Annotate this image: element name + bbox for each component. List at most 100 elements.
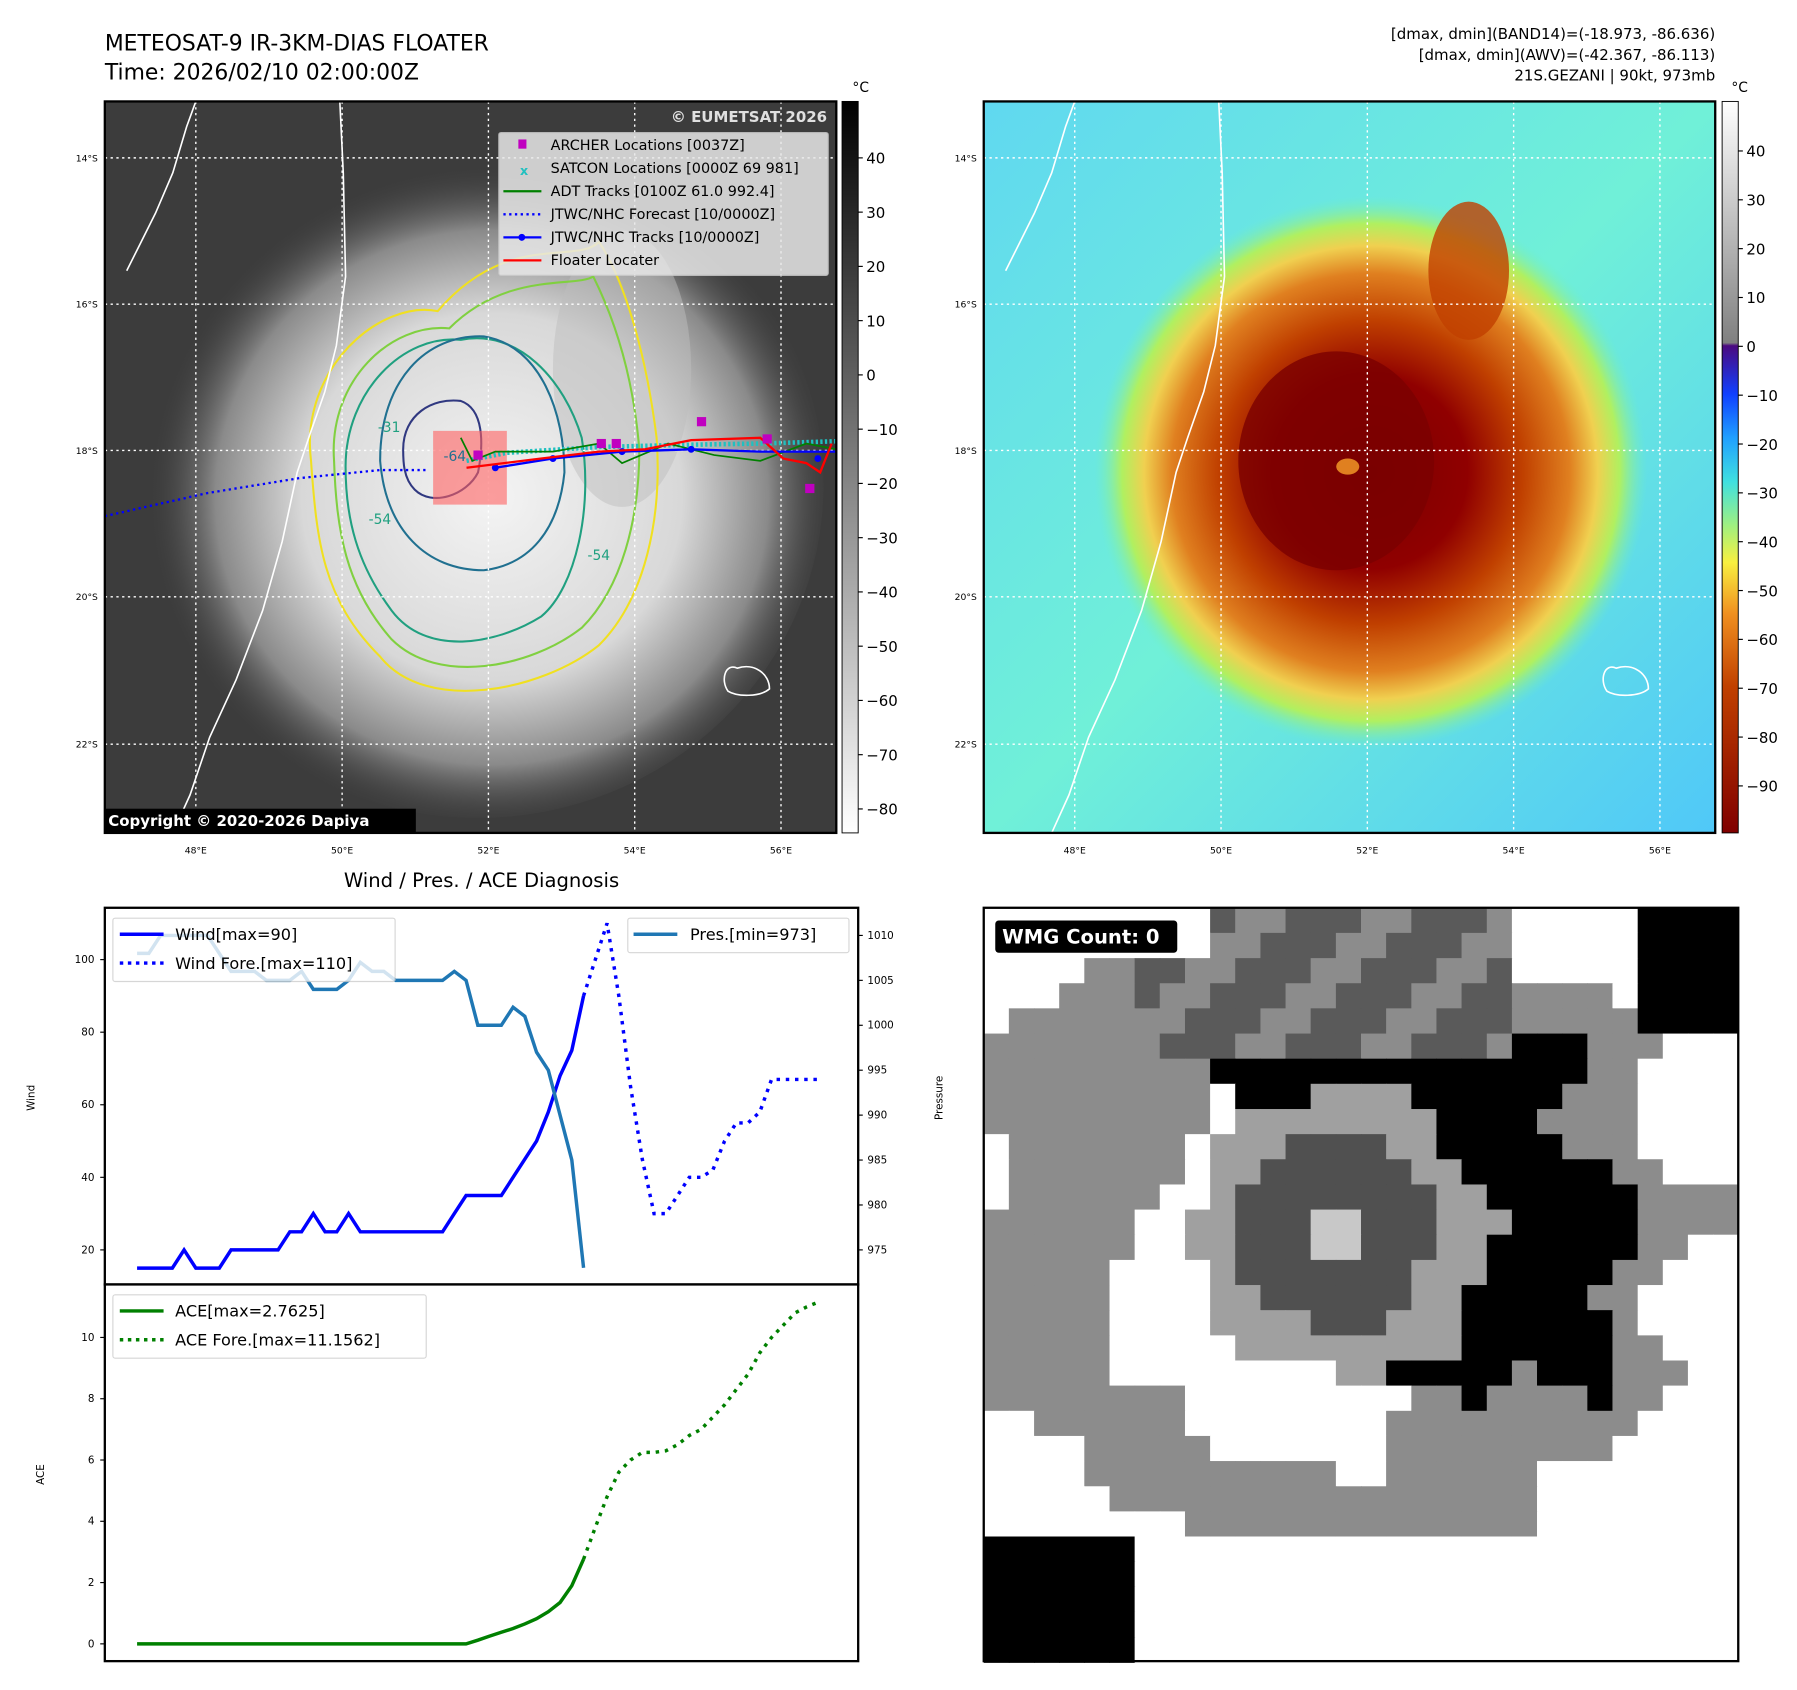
wmg-cell — [1486, 1285, 1513, 1311]
wmg-cell — [1612, 1310, 1639, 1336]
wmg-cell — [1285, 1637, 1312, 1663]
wmg-cell — [1084, 1410, 1110, 1437]
wmg-cell — [1184, 1611, 1211, 1638]
copyright: Copyright © 2020-2026 Dapiya — [108, 812, 369, 830]
wmg-cell — [1436, 1234, 1463, 1261]
wmg-cell — [1360, 1586, 1387, 1613]
awv-map — [983, 101, 1716, 833]
wmg-cell — [1436, 1435, 1463, 1462]
wmg-cell — [1310, 1511, 1337, 1538]
wmg-cell — [1034, 1435, 1060, 1462]
wmg-cell — [1285, 1360, 1312, 1387]
wmg-cell — [1210, 1335, 1236, 1362]
lat-label: 14°S — [76, 153, 98, 164]
wmg-cell — [1411, 1209, 1438, 1236]
wmg-cell — [1235, 1184, 1261, 1211]
wmg-cell — [1109, 1285, 1136, 1311]
wmg-cell — [1260, 983, 1287, 1009]
wmg-cell — [1486, 958, 1513, 984]
wmg-cell — [1210, 1083, 1236, 1110]
wmg-cell — [1260, 1335, 1287, 1362]
wmg-cell — [1109, 1435, 1136, 1462]
wmg-cell — [1486, 1410, 1513, 1437]
wmg-cell — [1687, 1134, 1714, 1160]
wmg-cell — [1059, 1083, 1085, 1110]
awv-colorbar-tick: −40 — [1746, 533, 1778, 551]
jtwc-track — [495, 448, 837, 469]
wmg-cell — [1637, 1083, 1664, 1110]
wmg-cell — [1713, 932, 1739, 959]
wmg-cell — [983, 1285, 1010, 1311]
wmg-cell — [1159, 1586, 1186, 1613]
wmg-cell — [1008, 1285, 1035, 1311]
wmg-cell — [1134, 1109, 1161, 1135]
wmg-cell — [1310, 1184, 1337, 1211]
wmg-cell — [1008, 1435, 1035, 1462]
awv-colorbar-tick: −90 — [1746, 778, 1778, 796]
wmg-cell — [1285, 1435, 1312, 1462]
wmg-cell — [1713, 1310, 1739, 1336]
wmg-cell — [1386, 1461, 1412, 1487]
wmg-cell — [1310, 907, 1337, 934]
wmg-cell — [1687, 1008, 1714, 1035]
wmg-cell — [1335, 1310, 1362, 1336]
wmg-cell — [1260, 1561, 1287, 1588]
wmg-cell — [1587, 983, 1614, 1009]
wmg-cell — [1084, 1234, 1110, 1261]
wmg-cell — [1109, 1008, 1136, 1035]
wmg-cell — [1411, 1461, 1438, 1487]
wmg-cell — [1386, 1410, 1412, 1437]
wmg-cell — [1537, 1259, 1563, 1286]
wmg-cell — [1461, 983, 1488, 1009]
wmg-cell — [1310, 1083, 1337, 1110]
wmg-cell — [1562, 1360, 1588, 1387]
wmg-cell — [1134, 1209, 1161, 1236]
wmg-cell — [1159, 1335, 1186, 1362]
wmg-cell — [1184, 1310, 1211, 1336]
wmg-cell — [1713, 1159, 1739, 1185]
wmg-cell — [1537, 1083, 1563, 1110]
wmg-cell — [1587, 1234, 1614, 1261]
wmg-cell — [1059, 1410, 1085, 1437]
wmg-cell — [1612, 1058, 1639, 1085]
wmg-cell — [1386, 1033, 1412, 1060]
wmg-cell — [1235, 1360, 1261, 1387]
wmg-cell — [1034, 1461, 1060, 1487]
wmg-cell — [1386, 1259, 1412, 1286]
wmg-cell — [1562, 1561, 1588, 1588]
wmg-cell — [1184, 1083, 1211, 1110]
ir-colorbar-tick: −20 — [866, 475, 898, 493]
wmg-cell — [1687, 1611, 1714, 1638]
stats-band14: [dmax, dmin](BAND14)=(-18.973, -86.636) — [1391, 25, 1715, 43]
wmg-cell — [1084, 1008, 1110, 1035]
wmg-cell — [1486, 1611, 1513, 1638]
wmg-cell — [1235, 932, 1261, 959]
wmg-cell — [1059, 1637, 1085, 1663]
wmg-cell — [1210, 1410, 1236, 1437]
wmg-cell — [983, 1410, 1010, 1437]
wmg-cell — [1260, 1259, 1287, 1286]
wmg-cell — [1662, 1083, 1689, 1110]
wmg-count: WMG Count: 0 — [1002, 925, 1159, 948]
wmg-cell — [1260, 932, 1287, 959]
wmg-cell — [1310, 1259, 1337, 1286]
wmg-cell — [1335, 1184, 1362, 1211]
wmg-cell — [1461, 1637, 1488, 1663]
wmg-cell — [1184, 1486, 1211, 1512]
wmg-cell — [1260, 1083, 1287, 1110]
wmg-cell — [1386, 1637, 1412, 1663]
lat-label: 22°S — [76, 740, 98, 751]
wmg-cell — [1034, 1159, 1060, 1185]
wmg-cell — [1059, 1234, 1085, 1261]
wmg-cell — [1511, 1637, 1538, 1663]
wmg-cell — [1687, 1259, 1714, 1286]
wmg-cell — [1360, 1058, 1387, 1085]
wmg-cell — [1310, 1637, 1337, 1663]
wmg-cell — [1411, 907, 1438, 934]
wmg-cell — [1109, 958, 1136, 984]
wmg-cell — [1612, 1461, 1639, 1487]
ir-colorbar-tick: 20 — [866, 258, 885, 276]
wmg-cell — [1084, 1335, 1110, 1362]
wmg-cell — [1260, 1058, 1287, 1085]
wmg-cell — [1486, 1461, 1513, 1487]
